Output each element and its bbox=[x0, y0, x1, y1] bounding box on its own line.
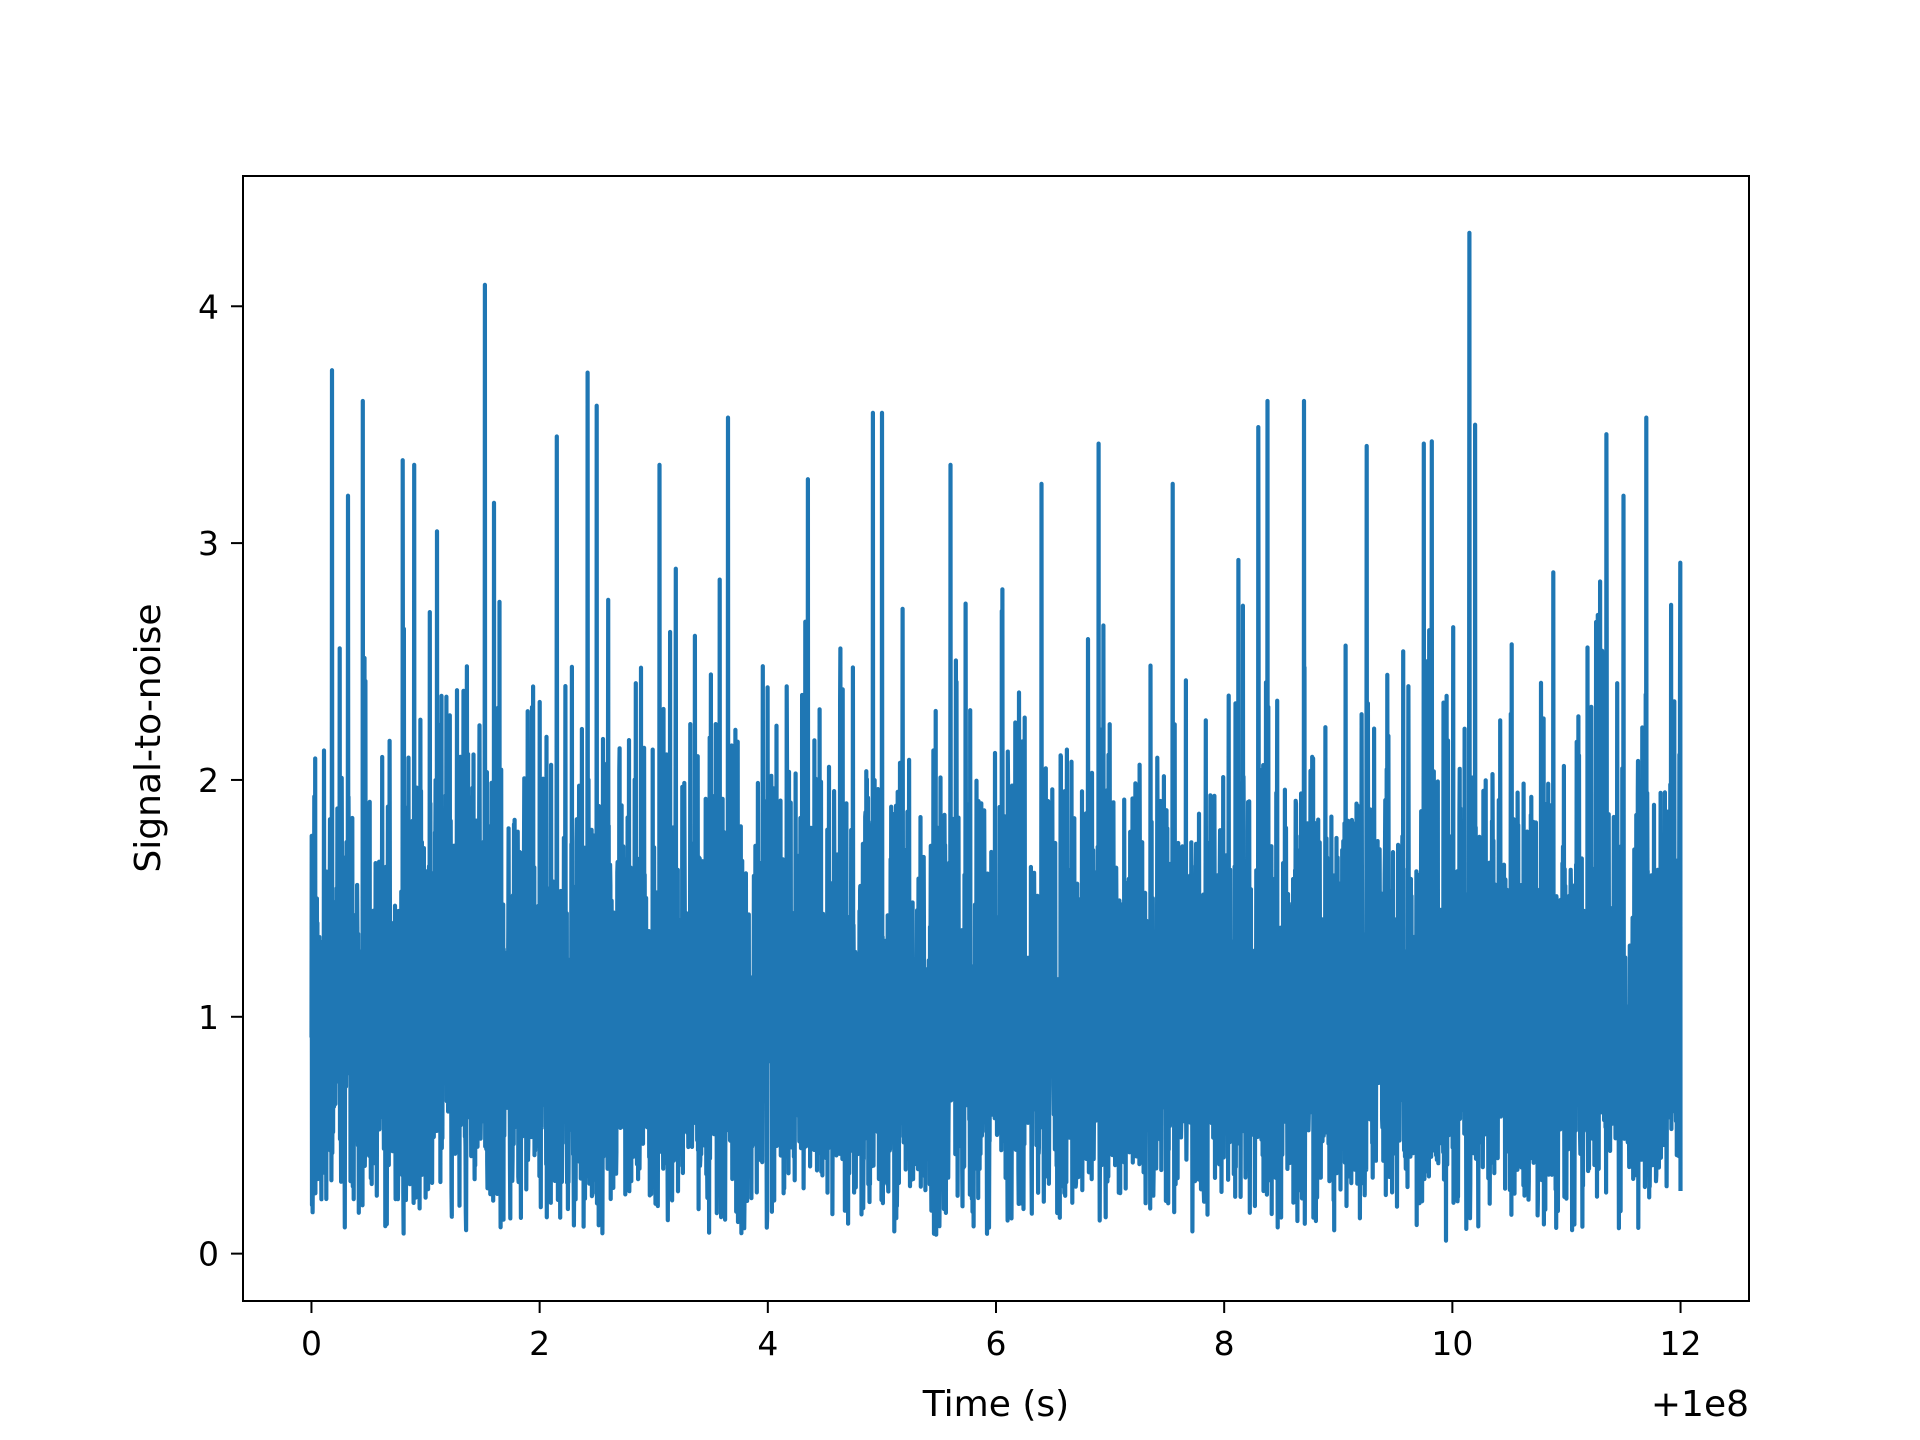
x-tick-label: 2 bbox=[529, 1324, 550, 1363]
x-axis-ticks: 0 2 4 6 8 10 12 bbox=[301, 1301, 1702, 1363]
y-axis-ticks: 0 1 2 3 4 bbox=[198, 287, 243, 1274]
y-tick-label: 1 bbox=[198, 998, 219, 1037]
plot-area bbox=[309, 230, 1683, 1243]
x-tick-label: 6 bbox=[986, 1324, 1007, 1363]
x-tick-label: 10 bbox=[1431, 1324, 1473, 1363]
signal-to-noise-series-line bbox=[309, 230, 1683, 1243]
y-tick-label: 2 bbox=[198, 761, 219, 800]
x-tick-label: 4 bbox=[757, 1324, 778, 1363]
y-tick-label: 3 bbox=[198, 524, 219, 563]
y-tick-label: 0 bbox=[198, 1235, 219, 1274]
x-axis-offset-label: +1e8 bbox=[1651, 1384, 1749, 1425]
y-tick-label: 4 bbox=[198, 287, 219, 326]
x-axis-label: Time (s) bbox=[922, 1384, 1069, 1425]
x-tick-label: 0 bbox=[301, 1324, 322, 1363]
x-tick-label: 12 bbox=[1660, 1324, 1702, 1363]
x-tick-label: 8 bbox=[1214, 1324, 1235, 1363]
y-axis-label: Signal-to-noise bbox=[128, 603, 169, 872]
